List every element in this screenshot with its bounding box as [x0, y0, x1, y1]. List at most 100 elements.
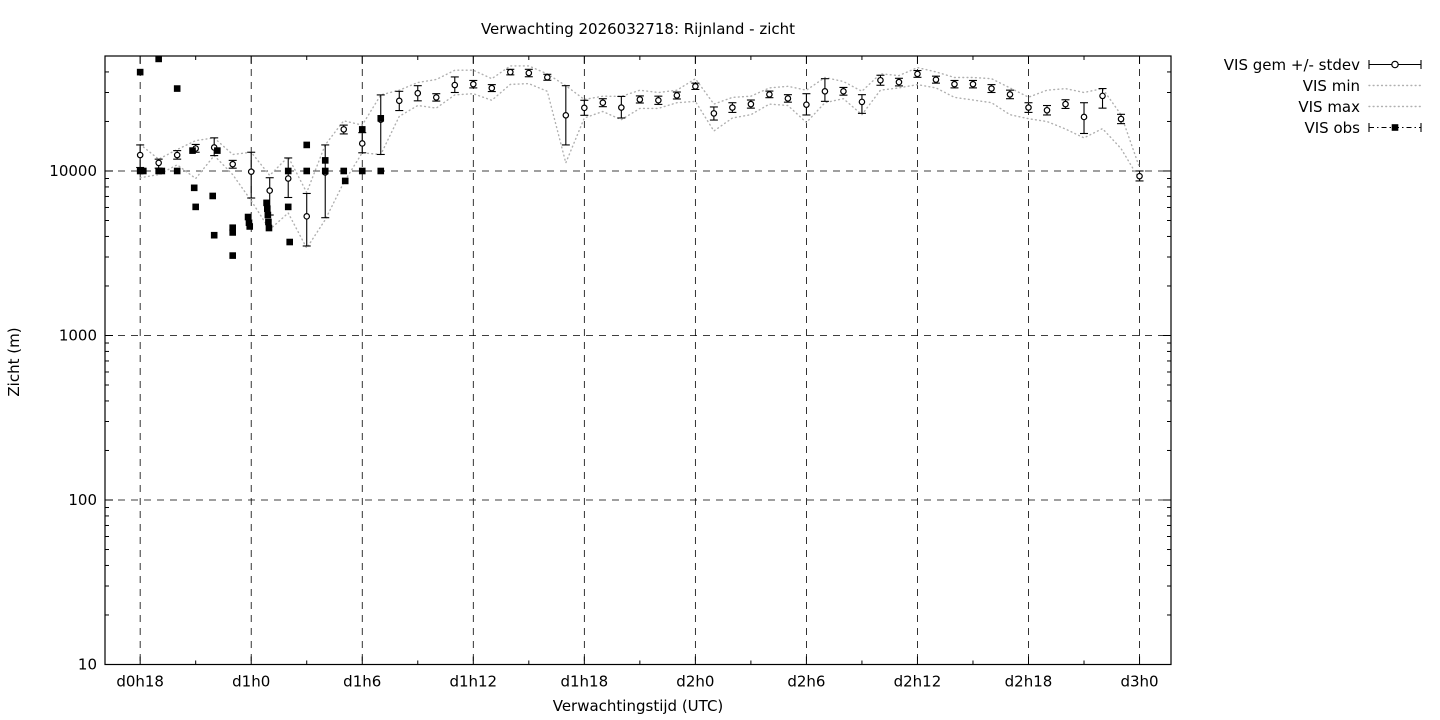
vis-gem-errorbar	[1080, 102, 1089, 135]
vis-gem-point	[877, 76, 884, 84]
vis-gem-point	[729, 104, 736, 111]
vis-gem-errorbar	[691, 82, 700, 91]
vis-obs-point	[303, 167, 311, 175]
vis-gem-point	[525, 69, 533, 77]
vis-gem-errorbar	[876, 74, 885, 86]
vis-gem-errorbar	[395, 90, 404, 112]
vis-gem-errorbar	[1061, 99, 1070, 109]
vis-gem-point	[951, 80, 958, 88]
x-tick-label: d3h0	[1120, 673, 1158, 691]
vis-gem-errorbar	[783, 94, 792, 103]
legend-item-0: VIS gem +/- stdev	[1224, 54, 1422, 75]
vis-obs-point	[189, 147, 196, 154]
vis-gem-point	[969, 80, 977, 88]
vis-gem-point	[1043, 106, 1051, 114]
vis-obs-point	[284, 167, 292, 175]
legend-item-3: VIS obs	[1224, 117, 1422, 138]
vis-gem-errorbar	[376, 94, 385, 156]
vis-gem-point	[488, 84, 496, 92]
vis-gem-point	[562, 112, 570, 119]
vis-gem-errorbar	[561, 85, 570, 146]
vis-gem-point	[784, 95, 792, 102]
vis-gem-errorbar	[173, 150, 182, 160]
vis-gem-point	[544, 74, 551, 81]
vis-min-line	[139, 82, 1141, 250]
vis-gem-errorbar	[746, 99, 755, 109]
vis-obs-point	[284, 203, 292, 211]
x-tick-label: d1h6	[343, 673, 381, 691]
vis-gem-errorbar	[802, 93, 811, 116]
vis-obs-point	[377, 115, 385, 122]
vis-gem-errorbar	[728, 102, 737, 113]
x-tick-label: d2h6	[787, 673, 825, 691]
vis-gem-point	[1080, 113, 1088, 121]
errorbar-circle-icon	[1368, 60, 1422, 69]
vis-gem-point	[655, 96, 662, 104]
vis-gem-point	[840, 88, 847, 95]
vis-gem-errorbar	[1005, 89, 1014, 100]
vis-gem-errorbar	[228, 159, 237, 169]
vis-gem-errorbar	[820, 78, 829, 102]
vis-gem-point	[766, 91, 773, 98]
vis-gem-errorbar	[857, 94, 866, 114]
vis-gem-errorbar	[1098, 88, 1107, 109]
vis-obs-point	[377, 167, 385, 175]
vis-gem-point	[507, 68, 514, 76]
y-axis-label: Zicht (m)	[5, 327, 23, 397]
vis-obs-point	[246, 223, 254, 230]
vis-obs-point	[286, 238, 293, 246]
vis-gem-errorbar	[339, 124, 348, 135]
x-tick-label: d2h18	[1005, 673, 1053, 691]
legend: VIS gem +/- stdev VIS min VIS max VIS obs	[1224, 54, 1422, 138]
vis-gem-errorbar	[931, 75, 940, 84]
vis-gem-errorbar	[709, 106, 718, 121]
vis-obs-point	[263, 199, 270, 207]
vis-gem-errorbar	[654, 95, 663, 105]
y-tick-label: 10000	[49, 162, 97, 180]
x-tick-label: d0h18	[116, 673, 164, 691]
vis-obs-point	[244, 213, 252, 221]
vis-obs-point	[229, 224, 236, 232]
vis-gem-point	[747, 100, 755, 108]
vis-gem-point	[803, 101, 810, 108]
vis-obs-point	[340, 167, 348, 175]
vis-gem-point	[414, 89, 422, 97]
vis-obs-point	[229, 229, 236, 236]
vis-obs-point	[136, 68, 144, 76]
x-tick-label: d2h0	[676, 673, 714, 691]
vis-gem-errorbar	[617, 95, 626, 119]
vis-gem-point	[581, 104, 588, 112]
vis-obs-point	[264, 205, 271, 212]
x-axis-label: Verwachtingstijd (UTC)	[552, 697, 724, 715]
vis-gem-point	[599, 99, 607, 107]
vis-gem-errorbar	[358, 132, 367, 154]
vis-gem-errorbar	[672, 91, 681, 100]
vis-obs-point	[210, 231, 218, 239]
vis-gem-point	[266, 187, 274, 194]
x-tick-label: d1h18	[560, 673, 608, 691]
legend-label: VIS obs	[1304, 118, 1361, 137]
vis-obs-point	[245, 219, 253, 226]
x-tick-label: d1h12	[449, 673, 497, 691]
vis-gem-point	[988, 85, 995, 92]
vis-gem-point	[618, 104, 625, 111]
vis-obs-point	[321, 167, 329, 175]
vis-gem-point	[1117, 115, 1125, 123]
vis-gem-point	[284, 175, 292, 182]
vis-gem-errorbar	[524, 68, 533, 78]
vis-gem-errorbar	[469, 79, 478, 89]
vis-gem-errorbar	[302, 192, 311, 247]
vis-obs-point	[303, 141, 311, 149]
legend-label: VIS max	[1298, 97, 1360, 116]
vis-gem-point	[247, 168, 255, 176]
vis-obs-point	[321, 157, 329, 164]
vis-obs-point	[155, 55, 162, 63]
vis-gem-errorbar	[1135, 170, 1144, 182]
vis-gem-errorbar	[765, 90, 774, 99]
dotted-icon	[1368, 105, 1422, 108]
vis-obs-point	[341, 177, 349, 185]
vis-obs-point	[158, 167, 166, 175]
y-tick-label: 100	[68, 491, 97, 509]
vis-gem-errorbar	[987, 84, 996, 94]
